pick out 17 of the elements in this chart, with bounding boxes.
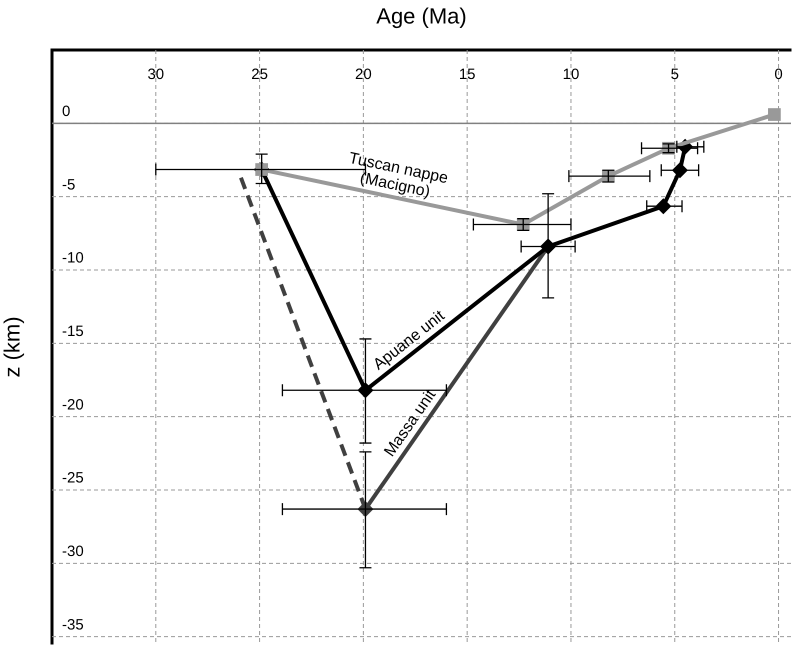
y-tick-label: -10	[62, 250, 84, 267]
y-tick-label: -15	[62, 322, 84, 340]
x-tick-label: 0	[774, 66, 783, 84]
y-tick-label: -20	[62, 396, 84, 414]
x-tick-label: 25	[251, 66, 268, 84]
x-tick-label: 10	[562, 66, 580, 84]
x-tick-label: 30	[147, 66, 164, 84]
x-tick-label: 5	[670, 66, 679, 84]
y-tick-label: -5	[62, 176, 76, 194]
y-tick-label: 0	[62, 102, 70, 120]
y-tick-label: -30	[62, 542, 84, 560]
y-tick-label: -25	[62, 470, 84, 487]
x-tick-label: 15	[458, 66, 476, 84]
y-tick-label: -35	[62, 616, 84, 634]
x-axis-title: Age (Ma)	[376, 3, 467, 28]
y-axis-title: z (km)	[0, 316, 24, 378]
x-tick-label: 20	[355, 66, 372, 84]
